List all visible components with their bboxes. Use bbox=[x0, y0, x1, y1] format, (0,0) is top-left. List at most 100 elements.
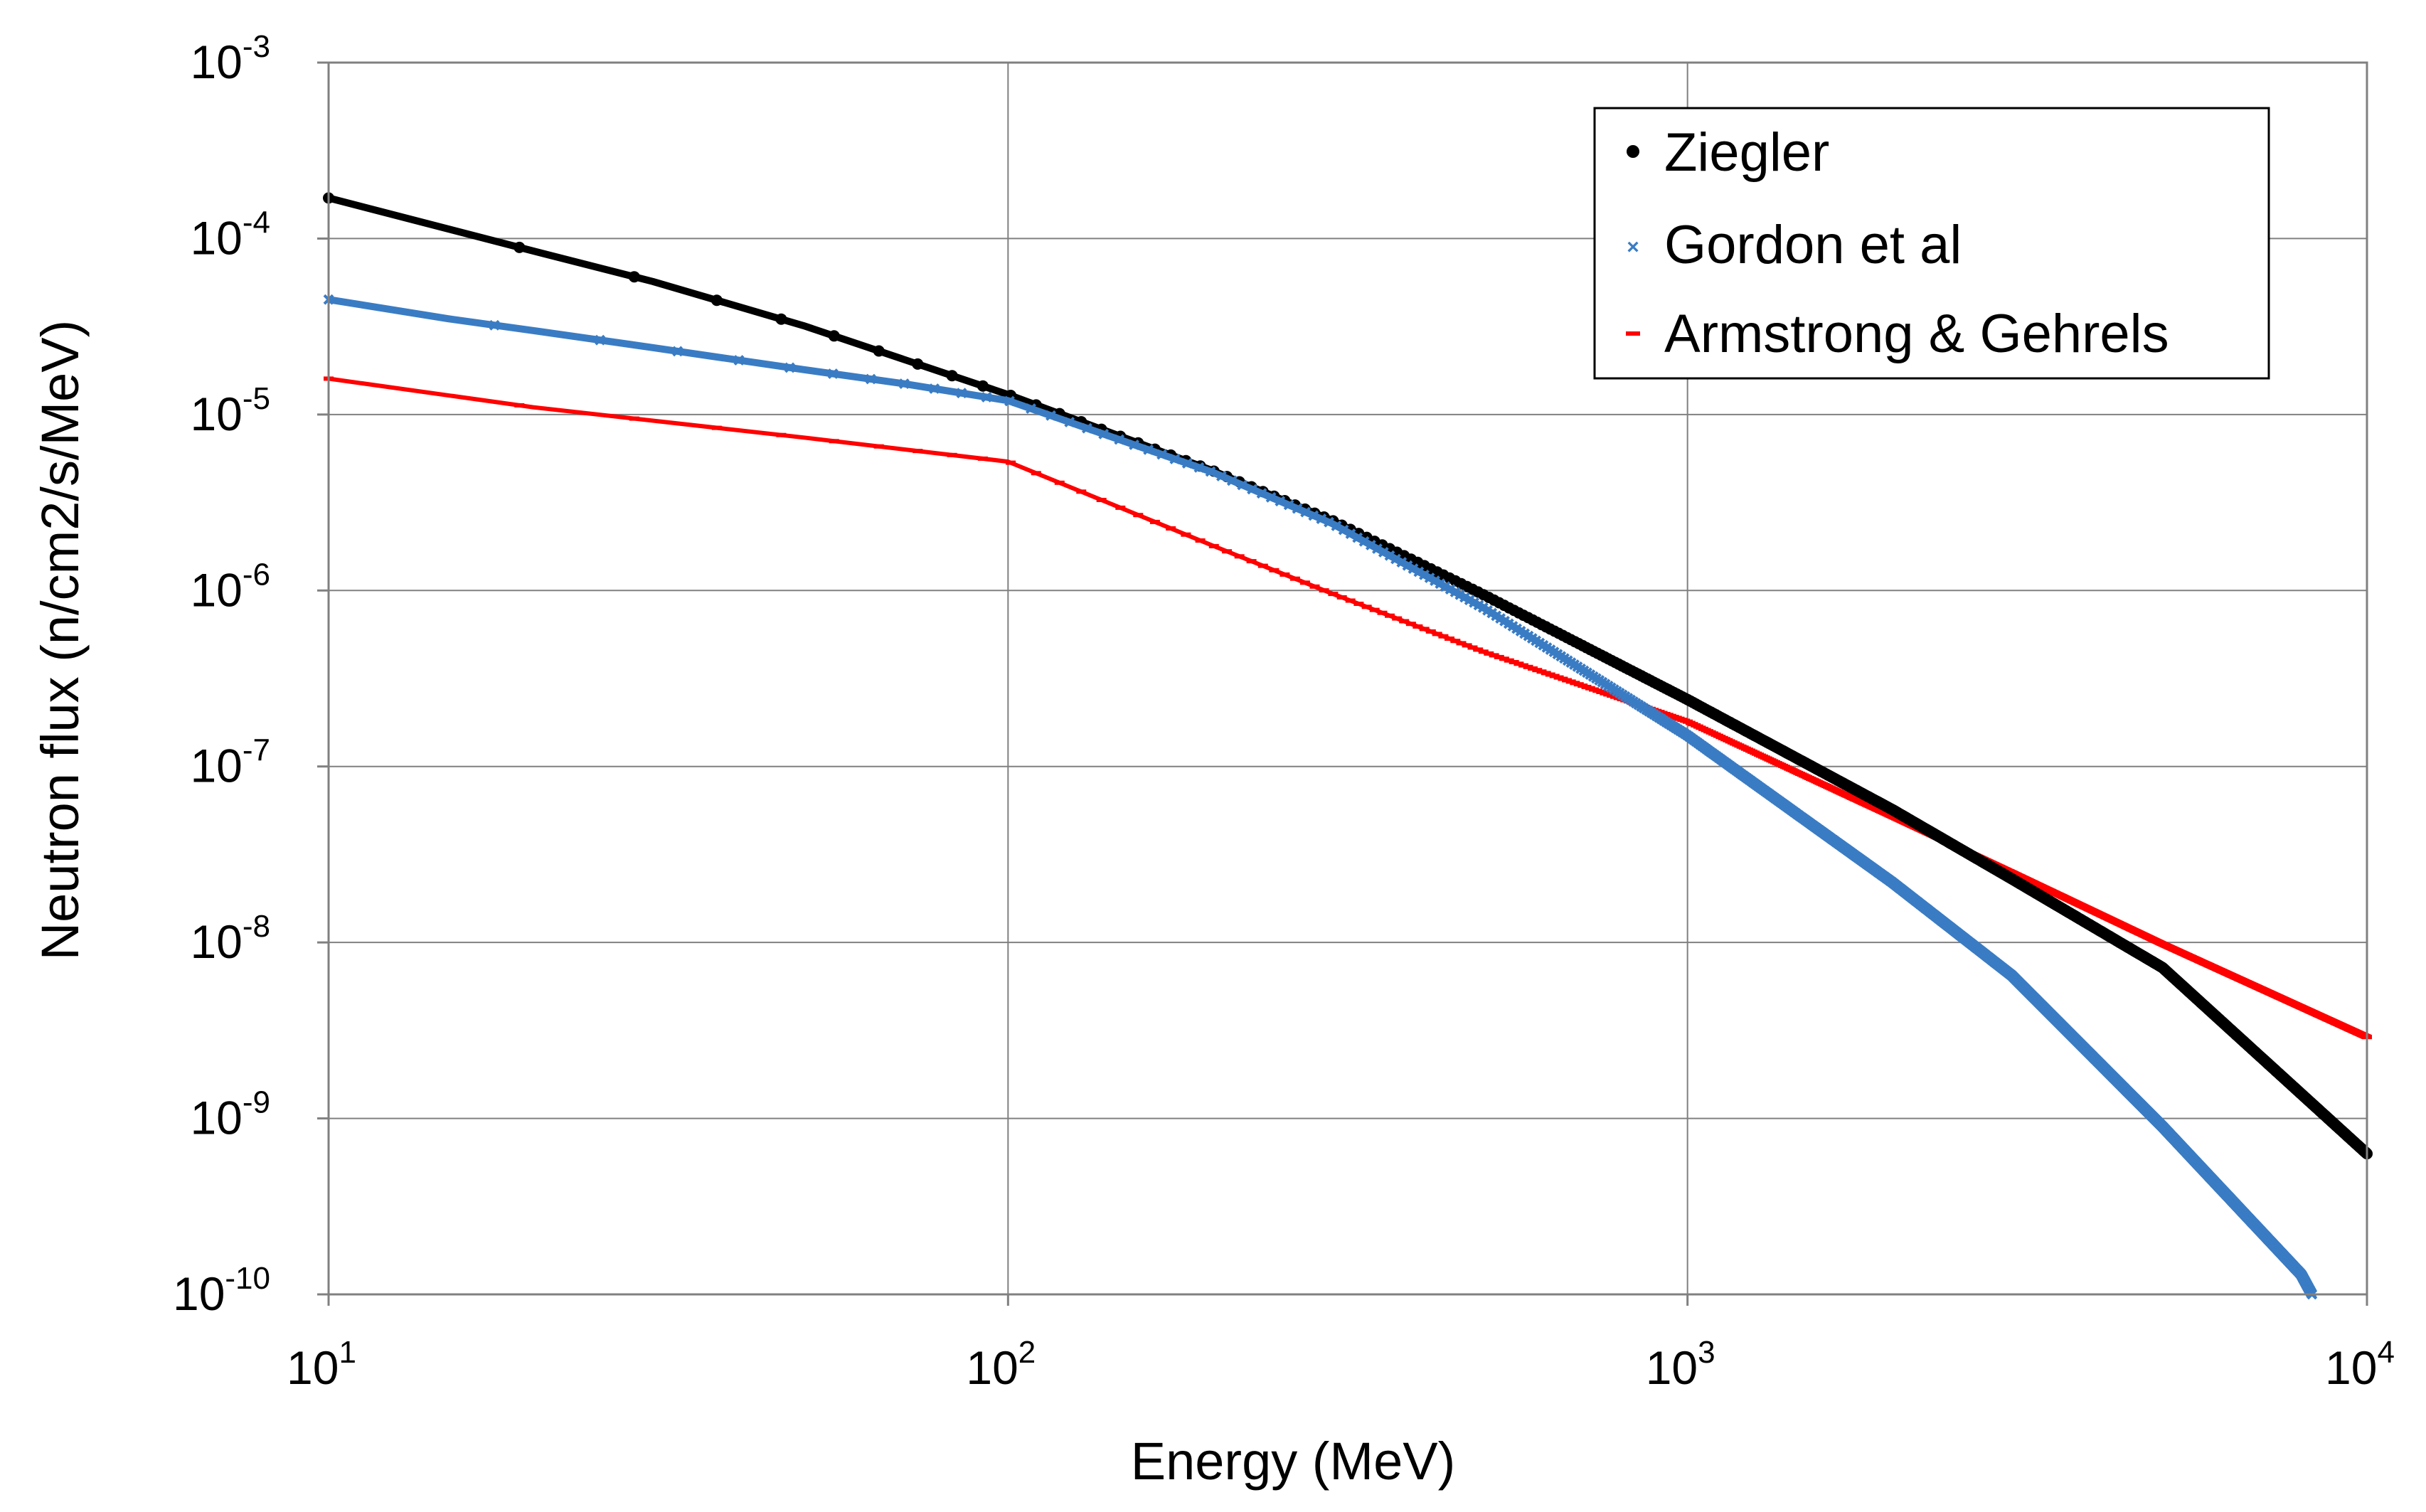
data-point bbox=[1226, 475, 1238, 486]
data-point bbox=[947, 452, 957, 457]
data-point bbox=[1384, 550, 1395, 561]
data-point bbox=[1256, 488, 1267, 499]
data-point bbox=[1096, 498, 1107, 502]
legend-label-ziegler: Ziegler bbox=[1664, 122, 1829, 183]
data-point bbox=[1265, 491, 1277, 503]
data-point bbox=[1279, 572, 1290, 577]
data-point bbox=[1169, 453, 1181, 464]
series-gordon-et-al bbox=[323, 294, 2318, 1300]
data-point bbox=[1237, 479, 1248, 491]
legend-label-armstrong: Armstrong & Gehrels bbox=[1664, 304, 2169, 364]
data-point bbox=[1076, 489, 1087, 494]
y-axis-title: Neutron flux (n/cm2/s/MeV) bbox=[31, 320, 90, 961]
data-point bbox=[1450, 639, 1461, 644]
data-point bbox=[1046, 410, 1056, 421]
data-point bbox=[1328, 592, 1339, 597]
data-point bbox=[672, 346, 683, 357]
data-point bbox=[1385, 613, 1395, 618]
data-point bbox=[1205, 466, 1216, 477]
data-point bbox=[898, 378, 910, 390]
data-point bbox=[865, 373, 876, 385]
data-point bbox=[1408, 563, 1419, 575]
data-point bbox=[1445, 637, 1454, 641]
data-point bbox=[1026, 403, 1036, 414]
data-point bbox=[1129, 439, 1140, 450]
data-point bbox=[629, 416, 639, 421]
data-point bbox=[1054, 480, 1065, 485]
data-point bbox=[1300, 506, 1312, 518]
data-point bbox=[1456, 641, 1467, 646]
x-axis-ticks: 101 102 103 104 bbox=[287, 1294, 2395, 1394]
data-point bbox=[1440, 581, 1451, 592]
data-point bbox=[1425, 629, 1436, 634]
data-point bbox=[929, 383, 940, 394]
y-tick-label: 10-5 bbox=[190, 381, 270, 440]
data-point bbox=[1484, 651, 1494, 656]
data-point bbox=[829, 439, 839, 444]
data-point bbox=[1283, 499, 1294, 511]
data-point bbox=[1181, 532, 1191, 537]
x-tick-label: 103 bbox=[1646, 1335, 1715, 1394]
data-point bbox=[1345, 598, 1356, 603]
data-point bbox=[1399, 619, 1410, 624]
legend-marker-gordon: × bbox=[1627, 235, 1639, 259]
data-point bbox=[1396, 557, 1408, 568]
data-point bbox=[1143, 444, 1154, 455]
data-point bbox=[776, 432, 787, 437]
y-axis-ticks: 10-3 10-4 10-5 10-6 10-7 10-8 10-9 10-10 bbox=[173, 29, 329, 1320]
data-point bbox=[1195, 538, 1206, 543]
y-tick-label: 10-4 bbox=[190, 205, 270, 264]
data-point bbox=[1473, 647, 1484, 652]
data-point bbox=[1430, 575, 1440, 587]
data-point bbox=[981, 391, 992, 403]
y-tick-label: 10-8 bbox=[190, 909, 270, 968]
data-point bbox=[1299, 580, 1310, 585]
data-point bbox=[1390, 553, 1401, 565]
legend-marker-ziegler bbox=[1627, 145, 1639, 158]
plot-frame bbox=[327, 61, 2368, 1296]
legend-label-gordon: Gordon et al bbox=[1664, 215, 1962, 275]
data-point bbox=[1345, 528, 1356, 540]
data-point bbox=[1336, 595, 1347, 600]
data-point bbox=[1309, 584, 1320, 589]
data-point bbox=[1257, 563, 1268, 568]
data-point bbox=[1371, 543, 1383, 554]
data-point bbox=[1166, 526, 1176, 531]
y-tick-label: 10-9 bbox=[190, 1085, 270, 1144]
data-point bbox=[977, 380, 989, 392]
data-point bbox=[873, 345, 885, 357]
data-point bbox=[1114, 434, 1125, 445]
data-point bbox=[1156, 449, 1168, 460]
series-layer bbox=[323, 192, 2373, 1300]
data-point bbox=[628, 271, 640, 283]
data-point bbox=[977, 456, 988, 461]
data-point bbox=[1246, 559, 1257, 564]
data-point bbox=[1133, 513, 1144, 518]
data-point bbox=[1478, 649, 1489, 654]
data-point bbox=[1247, 484, 1258, 495]
data-point bbox=[1462, 643, 1472, 648]
y-tick-label: 10-3 bbox=[190, 29, 270, 88]
data-point bbox=[1324, 516, 1334, 528]
data-point bbox=[1392, 616, 1403, 621]
y-tick-label: 10-10 bbox=[173, 1261, 270, 1320]
legend-marker-armstrong bbox=[1626, 331, 1640, 336]
data-point bbox=[1413, 566, 1425, 577]
data-point bbox=[1006, 460, 1016, 465]
data-point bbox=[1424, 573, 1435, 583]
data-point bbox=[1064, 417, 1075, 427]
data-point bbox=[1149, 519, 1160, 524]
data-point bbox=[1438, 634, 1449, 639]
data-point bbox=[1031, 471, 1041, 476]
data-point bbox=[489, 319, 500, 331]
data-point bbox=[514, 241, 526, 253]
data-point bbox=[711, 294, 723, 307]
data-point bbox=[1331, 520, 1342, 531]
data-point bbox=[514, 403, 525, 408]
data-point bbox=[1193, 462, 1205, 473]
data-point bbox=[1353, 602, 1364, 606]
data-point bbox=[1338, 524, 1349, 536]
data-point bbox=[1316, 513, 1327, 525]
data-point bbox=[1369, 607, 1380, 612]
